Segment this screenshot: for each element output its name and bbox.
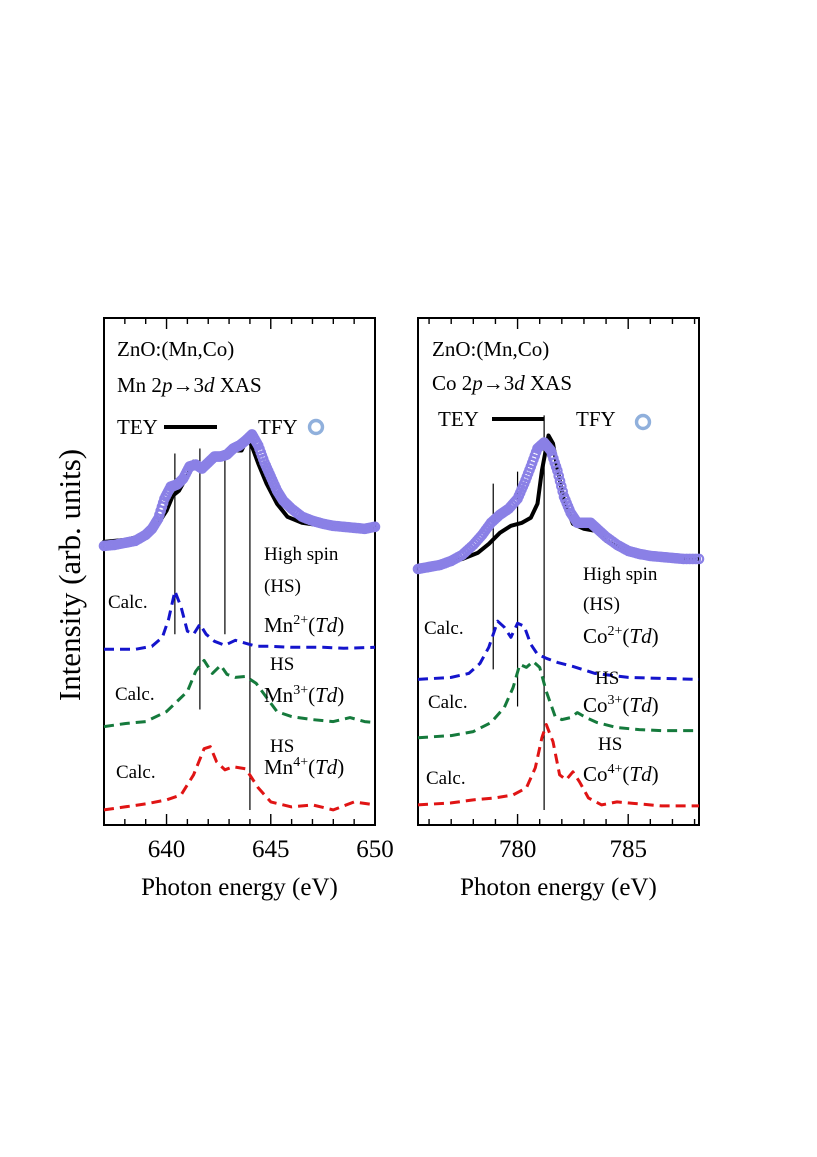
mn-x-tick-label: 640 xyxy=(148,836,186,863)
co-legend-tey-label: TEY xyxy=(438,407,479,431)
mn-legend-tfy-marker xyxy=(307,418,325,436)
mn-sample-title: ZnO:(Mn,Co) xyxy=(117,337,234,361)
mn-ion-label-3: Mn3+(Td) xyxy=(264,683,344,707)
mn-x-tick-label: 645 xyxy=(252,836,290,863)
co-x-tick-label: 780 xyxy=(499,836,537,863)
mn-calc-line xyxy=(104,589,376,651)
co-hs-label-3: HS xyxy=(595,668,619,689)
mn-plot-frame xyxy=(103,317,376,826)
mn-calc-line xyxy=(103,658,376,729)
co-tfy-point xyxy=(554,475,566,487)
co-ion-label-3: Co3+(Td) xyxy=(583,693,659,717)
co-calc-line xyxy=(417,659,699,740)
co-tfy-point xyxy=(693,553,705,565)
co-x-tick-label: 785 xyxy=(609,836,647,863)
mn-calc-label-4: Calc. xyxy=(116,762,156,783)
mn-x-axis-title: Photon energy (eV) xyxy=(141,874,338,901)
co-hs-label-4: HS xyxy=(598,734,622,755)
mn-calc-line xyxy=(103,745,376,812)
mn-edge-title: Mn 2p→3d XAS xyxy=(117,373,262,397)
mn-hs-paren-label: (HS) xyxy=(264,576,301,597)
mn-calc-label-2: Calc. xyxy=(108,592,148,613)
co-calc-label-4: Calc. xyxy=(426,768,466,789)
co-x-axis-title: Photon energy (eV) xyxy=(460,874,657,901)
mn-high-spin-label: High spin xyxy=(264,544,339,565)
co-calc-line xyxy=(417,619,700,681)
co-hs-paren-label: (HS) xyxy=(583,594,620,615)
mn-tfy-point xyxy=(369,521,381,533)
co-legend-tfy-label: TFY xyxy=(576,407,616,431)
co-tey-line xyxy=(416,433,701,568)
y-axis-title: Intensity (arb. units) xyxy=(52,449,87,701)
mn-xas-panel: 640 645 650 Photon energy (eV) ZnO:(Mn,Co) Mn… xyxy=(98,317,394,901)
mn-hs-label-3: HS xyxy=(270,654,294,675)
mn-legend-tey-label: TEY xyxy=(117,415,158,439)
co-sample-title: ZnO:(Mn,Co) xyxy=(432,337,549,361)
co-ion-label-2: Co2+(Td) xyxy=(583,624,659,648)
co-tfy-point xyxy=(553,470,565,482)
mn-ion-label-2: Mn2+(Td) xyxy=(264,613,344,637)
co-calc-label-2: Calc. xyxy=(424,618,464,639)
co-calc-line xyxy=(417,723,699,808)
co-legend-tfy-marker xyxy=(634,413,652,431)
mn-legend-tfy-label: TFY xyxy=(258,415,298,439)
co-calc-label-3: Calc. xyxy=(428,692,468,713)
mn-x-tick-label: 650 xyxy=(356,836,394,863)
co-edge-title: Co 2p→3d XAS xyxy=(432,371,572,395)
mn-calc-label-3: Calc. xyxy=(115,684,155,705)
co-ion-label-4: Co4+(Td) xyxy=(583,762,659,786)
mn-ion-label-4: Mn4+(Td) xyxy=(264,755,344,779)
co-tfy-point xyxy=(552,465,563,476)
co-high-spin-label: High spin xyxy=(583,564,658,585)
mn-hs-label-4: HS xyxy=(270,736,294,757)
co-xas-panel: 780 785 Photon energy (eV) ZnO:(Mn,Co) Co 2p… xyxy=(412,317,705,901)
co-tfy-point xyxy=(556,480,567,492)
